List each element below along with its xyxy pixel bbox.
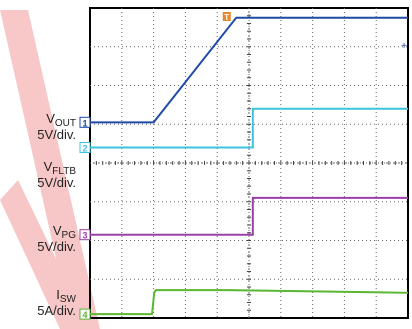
label-vfltb: VFLTB 5V/div. xyxy=(37,159,76,190)
channel-marker-label: 4 xyxy=(82,310,87,320)
label-vpg: VPG 5V/div. xyxy=(37,223,76,254)
trace-vfltb xyxy=(90,107,408,149)
trace-vpg xyxy=(90,196,408,236)
channel-marker-box xyxy=(79,308,91,320)
channel-marker-box xyxy=(79,116,91,128)
channel-marker-box xyxy=(79,229,91,241)
channel-marker-label: 2 xyxy=(82,144,87,154)
label-vout: VOUT 5V/div. xyxy=(37,111,76,142)
channel-marker-box xyxy=(79,142,91,153)
channel-marker-label: 1 xyxy=(82,118,87,128)
trigger-marker-label: T xyxy=(224,13,229,22)
cursor-marker: + xyxy=(401,41,407,52)
trigger-marker-box xyxy=(222,12,231,21)
trace-vout xyxy=(90,16,408,124)
trace-isw xyxy=(90,289,409,316)
label-isw: ISW 5A/div. xyxy=(37,287,76,318)
channel-marker-label: 3 xyxy=(82,231,87,241)
